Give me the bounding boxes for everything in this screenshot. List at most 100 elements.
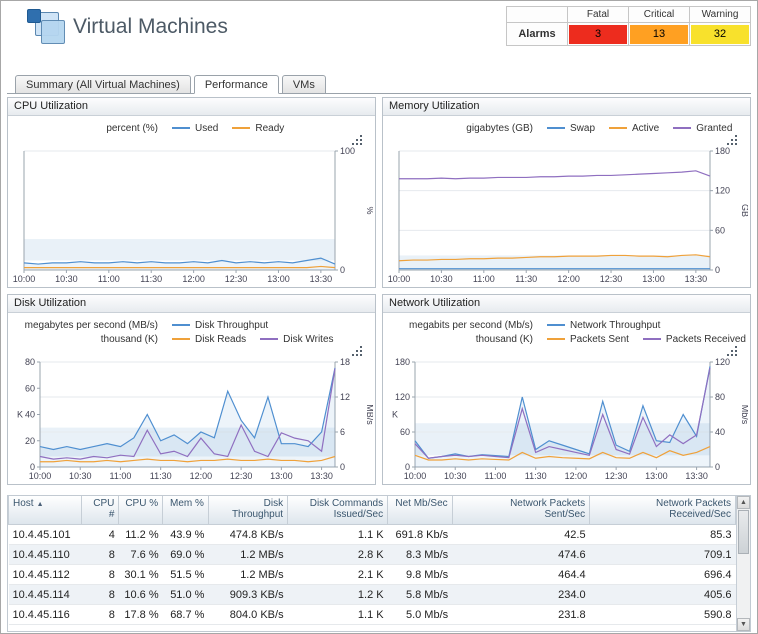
hosts-table-area: Host ▲ CPU # CPU % Mem % Disk Throughput Disk …	[7, 495, 751, 632]
table-scrollbar[interactable]: ▲ ▼	[736, 496, 750, 631]
legend-swatch-icon	[172, 338, 190, 340]
cell-net_mb_sec: 691.8 Kb/s	[387, 524, 453, 545]
cell-cpu_pct: 11.2 %	[118, 524, 163, 545]
svg-text:80: 80	[715, 392, 725, 402]
svg-text:60: 60	[400, 427, 410, 437]
legend-swatch-icon	[547, 338, 565, 340]
tab-vms[interactable]: VMs	[281, 75, 326, 94]
column-header-cpu_count[interactable]: CPU #	[80, 496, 120, 525]
cell-net_mb_sec: 5.8 Mb/s	[387, 584, 453, 605]
legend-unit: gigabytes (GB)	[466, 122, 533, 134]
legend-item-swap: Swap	[547, 123, 595, 134]
critical-count-badge[interactable]: 13	[630, 24, 688, 44]
memory-chart-area: 0 60 120 180 GB 10:00 10:30 11:00 11:30 12:00 12:3…	[383, 135, 750, 287]
hosts-table: Host ▲ CPU # CPU % Mem % Disk Throughput Disk …	[8, 496, 736, 625]
svg-text:0: 0	[715, 462, 720, 472]
svg-text:11:00: 11:00	[473, 274, 495, 284]
cell-cpu_count: 8	[81, 584, 119, 605]
tab-performance[interactable]: Performance	[193, 75, 279, 94]
cell-cpu_pct: 10.6 %	[118, 584, 163, 605]
cell-packets_sent: 231.8	[452, 604, 590, 625]
svg-text:120: 120	[715, 186, 730, 196]
svg-text:12:00: 12:00	[190, 471, 213, 481]
svg-text:10:30: 10:30	[55, 274, 78, 284]
svg-text:40: 40	[25, 410, 35, 420]
vm-icon-front-square	[41, 20, 65, 44]
svg-text:11:30: 11:30	[150, 471, 172, 481]
table-row[interactable]: 10.4.45.112 8 30.1 % 51.5 % 1.2 MB/s 2.1 K 9.8…	[8, 564, 736, 585]
network-chart-area: 0 60 120 180 K 0 40 80 120 Mb/s 10:00 10:30 11:00 11:…	[383, 346, 750, 484]
cell-packets_sent: 42.5	[452, 524, 590, 545]
column-header-packets_received[interactable]: Network Packets Received/Sec	[589, 496, 736, 525]
svg-text:13:30: 13:30	[310, 471, 333, 481]
cell-cpu_count: 8	[81, 604, 119, 625]
svg-text:11:00: 11:00	[110, 471, 132, 481]
svg-text:0: 0	[30, 462, 35, 472]
legend-item-used: Used	[172, 123, 218, 134]
disk-chart-area: 0 20 40 60 80 K 0 6 12 18 MB/s 10:00 10:30 11:00 11:30…	[8, 346, 375, 484]
scrollbar-thumb[interactable]	[738, 510, 749, 554]
column-header-mem_pct[interactable]: Mem %	[162, 496, 209, 525]
panel-memory-utilization: Memory Utilization gigabytes (GB) Swap Act…	[382, 97, 751, 288]
column-header-label: Network Packets Received/Sec	[655, 498, 731, 520]
chart-options-icon[interactable]	[352, 347, 363, 357]
chart-options-icon[interactable]	[727, 136, 738, 146]
column-header-net_mb_sec[interactable]: Net Mb/Sec	[387, 496, 453, 525]
cell-packets_received: 85.3	[589, 524, 736, 545]
legend-unit: thousand (K)	[475, 333, 533, 345]
alarms-col-critical: Critical	[628, 6, 690, 23]
scroll-down-icon[interactable]: ▼	[737, 618, 750, 631]
fatal-count-badge[interactable]: 3	[569, 24, 627, 44]
cell-cpu_count: 8	[81, 544, 119, 565]
cell-packets_sent: 474.6	[452, 544, 590, 565]
disk-legend: megabytes per second (MB/s) Disk Throughp…	[8, 313, 375, 346]
svg-text:13:00: 13:00	[645, 471, 668, 481]
column-header-disk_throughput[interactable]: Disk Throughput	[207, 496, 289, 525]
tab-summary-all-virtual-machines[interactable]: Summary (All Virtual Machines)	[15, 75, 191, 94]
svg-text:0: 0	[405, 462, 410, 472]
scroll-up-icon[interactable]: ▲	[737, 496, 750, 509]
column-header-packets_sent[interactable]: Network Packets Sent/Sec	[451, 496, 591, 525]
disk-chart: 0 20 40 60 80 K 0 6 12 18 MB/s 10:00 10:30 11:00 11:30…	[12, 357, 375, 482]
column-header-cpu_pct[interactable]: CPU %	[118, 496, 164, 525]
legend-item-ready: Ready	[232, 123, 284, 134]
svg-text:11:30: 11:30	[525, 471, 547, 481]
chart-options-icon[interactable]	[352, 136, 363, 146]
panel-title: Memory Utilization	[383, 98, 750, 116]
svg-text:10:00: 10:00	[404, 471, 427, 481]
cell-host: 10.4.45.112	[8, 564, 82, 585]
cpu-chart: 0 100% 10:00 10:30 11:00 11:30 12:00 12:30 13:00…	[12, 146, 375, 285]
svg-text:12: 12	[340, 392, 350, 402]
column-header-label: CPU #	[93, 498, 115, 520]
cell-disk_commands: 2.8 K	[287, 544, 388, 565]
svg-text:GB: GB	[740, 204, 748, 217]
column-header-disk_commands[interactable]: Disk Commands Issued/Sec	[287, 496, 389, 525]
chart-options-icon[interactable]	[727, 347, 738, 357]
svg-text:10:00: 10:00	[29, 471, 52, 481]
performance-panels: CPU Utilization percent (%) Used Ready 0 10…	[7, 97, 751, 485]
cell-mem_pct: 51.5 %	[162, 564, 209, 585]
svg-text:12:00: 12:00	[557, 274, 580, 284]
cell-packets_sent: 234.0	[452, 584, 590, 605]
svg-text:11:30: 11:30	[140, 274, 162, 284]
legend-unit: megabytes per second (MB/s)	[24, 319, 158, 331]
cell-cpu_count: 8	[81, 564, 119, 585]
table-row[interactable]: 10.4.45.110 8 7.6 % 69.0 % 1.2 MB/s 2.8 K 8.3 …	[8, 544, 736, 565]
warning-count-badge[interactable]: 32	[691, 24, 749, 44]
svg-text:120: 120	[715, 357, 730, 367]
sort-ascending-icon: ▲	[36, 501, 44, 508]
cell-mem_pct: 51.0 %	[162, 584, 209, 605]
column-header-host[interactable]: Host ▲	[8, 496, 82, 525]
svg-text:13:30: 13:30	[685, 274, 708, 284]
svg-text:100: 100	[340, 146, 355, 156]
page-title: Virtual Machines	[73, 15, 228, 38]
cell-disk_commands: 1.2 K	[287, 584, 388, 605]
scrollbar-track[interactable]	[737, 555, 750, 618]
cell-packets_sent: 464.4	[452, 564, 590, 585]
alarms-col-fatal: Fatal	[567, 6, 629, 23]
cell-packets_received: 405.6	[589, 584, 736, 605]
